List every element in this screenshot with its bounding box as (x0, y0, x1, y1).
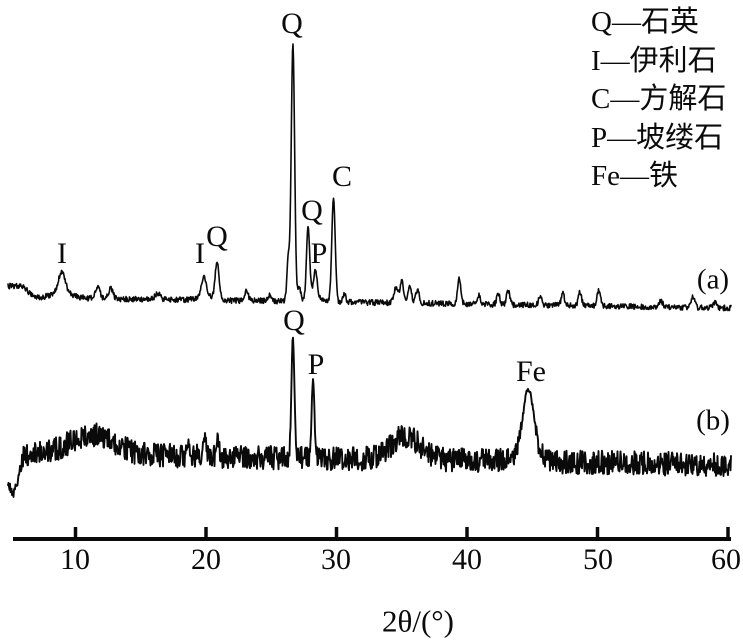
peak-label-a-quartz-3: Q (301, 194, 323, 227)
peak-label-a-calcite: C (331, 160, 353, 193)
peak-label-a-illite-1: I (57, 237, 67, 270)
legend-entry-quartz: Q—石英 (591, 6, 699, 38)
legend-entry-illite: I—伊利石 (591, 44, 717, 77)
series-label-a: (a) (696, 263, 730, 296)
x-tick-label-20: 20 (191, 543, 221, 576)
x-tick-label-40: 40 (452, 543, 482, 576)
series-label-b: (b) (696, 404, 730, 437)
x-axis-title: 2θ/(°) (381, 603, 455, 639)
x-tick-label-10: 10 (60, 543, 90, 576)
legend-entry-iron: Fe—铁 (591, 160, 679, 193)
xrd-trace-b (7, 336, 732, 498)
xrd-trace-a (7, 43, 732, 312)
x-tick-label-30: 30 (321, 543, 351, 576)
legend-entry-calcite: C—方解石 (591, 83, 727, 116)
peak-label-a-illite-2: I (195, 237, 205, 270)
x-tick-label-60: 60 (711, 543, 741, 576)
peak-label-b-palygorskite: P (307, 348, 325, 381)
peak-label-a-palygorskite: P (310, 237, 328, 270)
peak-label-a-quartz-main: Q (281, 7, 303, 40)
peak-label-b-iron: Fe (516, 355, 546, 388)
peak-label-b-quartz: Q (283, 304, 305, 337)
legend-entry-palygorskite: P—坡缕石 (591, 121, 724, 154)
peak-label-a-quartz-2: Q (206, 220, 228, 253)
legend: Q—石英 I—伊利石 C—方解石 P—坡缕石 Fe—铁 (591, 3, 726, 196)
x-tick-label-50: 50 (583, 543, 613, 576)
